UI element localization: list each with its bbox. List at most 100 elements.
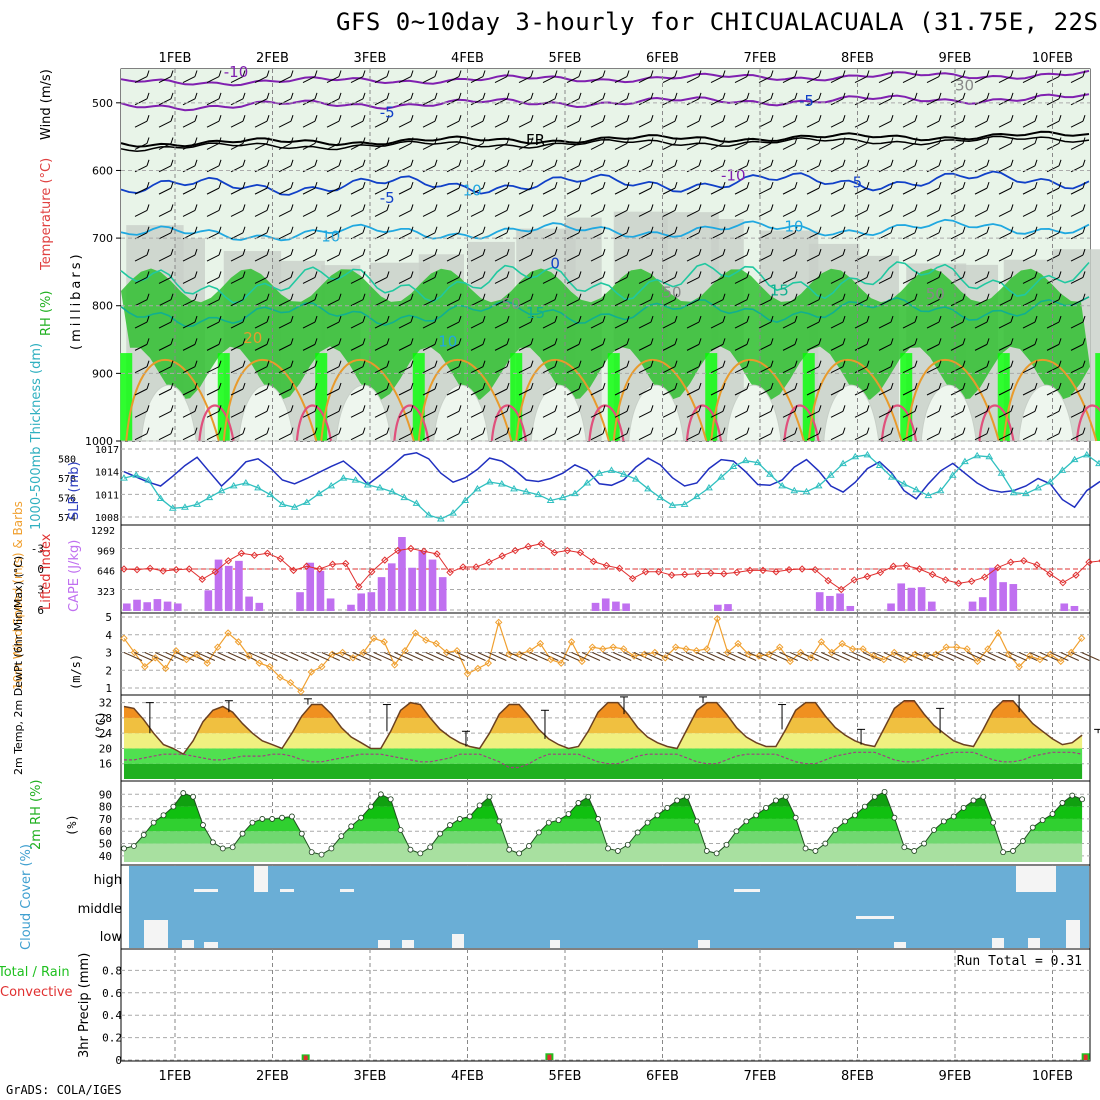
wind-barb-flag <box>626 271 630 278</box>
wind-barb <box>782 165 796 173</box>
wind-speed-point <box>619 645 628 653</box>
wind-barb-flag <box>698 92 702 100</box>
ylabel-temp-units: (°C) <box>94 711 108 740</box>
wind-barb <box>542 120 556 128</box>
wind-barb <box>926 343 940 351</box>
wind-barb-flag <box>554 115 558 122</box>
ytick-cape: 646 <box>97 567 115 578</box>
wind-barb <box>806 321 820 329</box>
wind-barb-flag <box>338 92 342 100</box>
wind-barb <box>590 299 604 307</box>
wind-barb <box>998 210 1012 217</box>
contour-label: -5 <box>380 189 395 207</box>
wind-barb-flag <box>290 315 294 323</box>
rh-point <box>753 812 760 819</box>
wind-barb <box>710 410 724 418</box>
wind-speed-point <box>848 645 857 653</box>
wind-barb <box>542 321 556 329</box>
wind-barb <box>422 76 436 83</box>
wind-barb-10m <box>488 652 507 661</box>
wind-barb-10m <box>914 652 934 661</box>
wind-barb <box>422 210 436 217</box>
wind-barb-flag <box>578 159 582 166</box>
wind-barb-flag <box>338 248 342 256</box>
wind-barb-flag <box>506 382 510 390</box>
wind-barb-flag <box>602 115 606 122</box>
wind-barb-flag <box>698 226 702 233</box>
wind-barb-flag <box>194 271 198 278</box>
ytick-cape: 323 <box>97 587 115 598</box>
wind-barb-flag <box>818 137 822 144</box>
wind-speed-point <box>921 652 930 660</box>
wind-barb <box>998 343 1012 351</box>
wind-barb-flag <box>194 315 198 323</box>
wind-speed-point <box>338 648 347 657</box>
ylabel-millibars: (millibars) <box>69 251 84 350</box>
wind-barb-flag <box>770 92 774 100</box>
wind-barb-flag <box>794 360 798 367</box>
wind-barb <box>854 299 868 307</box>
cape-bar <box>907 587 916 611</box>
wind-barb <box>998 276 1012 284</box>
wind-speed-point <box>1025 652 1034 660</box>
wind-barb-flag <box>266 360 270 367</box>
ylabel-wind: Wind (m/s) <box>39 69 54 140</box>
wind-barb <box>638 143 652 150</box>
wind-barb-flag <box>1034 338 1038 345</box>
wind-barb-10m <box>331 652 351 661</box>
wind-barb-flag <box>242 427 246 434</box>
rh-dry-pocket <box>238 384 295 442</box>
wind-barb <box>470 143 484 150</box>
wind-barb-flag <box>650 181 654 189</box>
wind-barb-flag <box>866 338 870 345</box>
rh-point <box>200 822 206 828</box>
wind-barb-flag <box>962 427 966 434</box>
wind-barb-flag <box>1082 405 1086 412</box>
wind-barb-flag <box>866 137 870 144</box>
wind-barb-flag <box>506 181 510 189</box>
date-tick-bottom: 6FEB <box>646 1069 679 1084</box>
li-point <box>772 568 780 576</box>
wind-barb <box>686 388 700 396</box>
wind-barb-flag <box>1010 159 1014 166</box>
wind-barb-flag <box>170 315 174 323</box>
wind-barb-flag <box>458 92 462 100</box>
wind-barb <box>566 321 580 329</box>
cape-bar <box>235 560 243 611</box>
wind-barb-flag <box>746 70 750 77</box>
wind-barb <box>494 299 508 307</box>
wind-barb-flag <box>482 159 486 166</box>
wind-barb <box>134 366 148 374</box>
rh-point <box>940 818 947 825</box>
li-point <box>980 573 989 581</box>
wind-barb-flag <box>554 382 558 390</box>
wind-barb <box>998 254 1012 262</box>
wind-barb-flag <box>674 204 678 211</box>
wind-barb <box>254 343 268 351</box>
thickness-point <box>595 469 604 476</box>
wind-barb <box>350 276 364 284</box>
temp-contour-25 <box>880 404 918 442</box>
wind-barb <box>950 276 964 284</box>
wind-speed-point <box>370 634 378 643</box>
wind-barb <box>902 433 916 441</box>
cloud-cell <box>254 866 268 892</box>
thickness-point <box>680 500 689 507</box>
wind-speed-point <box>671 643 680 651</box>
wind-barb <box>494 388 508 396</box>
wind-barb-flag <box>1082 360 1086 367</box>
wind-barb <box>494 120 508 128</box>
wind-barb-10m <box>852 652 871 661</box>
wind-barb-flag <box>1082 137 1086 144</box>
wind-barb-flag <box>914 293 918 300</box>
wind-barb-flag <box>338 338 342 345</box>
wind-barb-flag <box>818 204 822 211</box>
wind-barb-10m <box>227 652 247 661</box>
wind-barb <box>950 143 964 150</box>
ylabel-thickness: 1000-500mb Thickness (dm) <box>29 343 44 530</box>
wind-barb-flag <box>746 181 750 189</box>
wind-barb-flag <box>770 315 774 323</box>
wind-barb <box>614 143 628 150</box>
wind-barb <box>518 299 532 307</box>
wind-barb <box>566 120 580 128</box>
